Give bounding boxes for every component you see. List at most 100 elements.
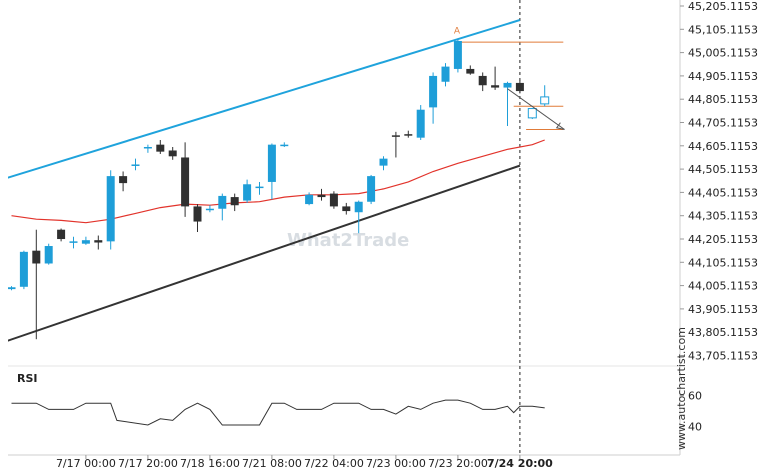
x-axis: 7/17 00:00 7/17 20:00 7/18 16:00 7/21 08:00… [8,454,680,470]
candle [441,63,450,87]
candle [193,204,202,233]
y-axis: 45,205.1153 45,105.1153 45,005.1153 44,905.… [680,0,758,363]
candles [8,38,549,340]
x-tick-label: 7/17 00:00 [56,457,116,470]
candle [404,130,413,138]
candle-body [267,144,276,182]
candle-body [478,75,487,86]
y-tick-label: 43,705.1153 [688,350,758,363]
candle [32,229,41,340]
candle [243,179,252,203]
candle [416,105,425,141]
candle [131,158,140,171]
candle [329,191,338,209]
candle [379,156,388,171]
candle [205,205,214,213]
y-tick-label: 44,205.1153 [688,233,758,246]
upper-channel-line [8,19,521,179]
candle-body [367,176,376,202]
candle [503,81,512,127]
candle [230,193,239,212]
forecast-arrow-head [555,122,565,130]
candle-body [8,287,16,290]
candle-body [404,134,413,136]
y-tick-label: 43,905.1153 [688,303,758,316]
rsi-tick-label: 60 [688,389,702,402]
candle-body [416,109,425,138]
lower-channel-line [8,164,521,342]
y-tick-label: 45,205.1153 [688,0,758,13]
candle [69,236,78,249]
y-tick-label: 45,105.1153 [688,23,758,36]
candle-body [503,82,512,88]
candle-body [181,157,190,207]
candle [491,66,500,90]
candle-body [69,241,78,243]
candle [429,72,438,124]
candle-body [280,144,289,147]
candle [168,146,177,160]
y-tick-label: 44,905.1153 [688,70,758,83]
x-tick-label: 7/23 20:00 [428,457,488,470]
candle [367,174,376,205]
candle-body [305,194,314,205]
candle-body [119,176,128,184]
candle-body [342,206,351,212]
candle [391,131,400,158]
candle-body [205,208,214,211]
candle [267,143,276,200]
pattern-label: A [454,26,461,36]
candle [354,200,363,234]
candle [81,236,90,245]
ma-line [11,139,545,224]
forecast-candle-outline [540,96,550,105]
x-tick-label: 7/21 08:00 [242,457,302,470]
credit-text: www.autochartist.com [675,327,688,450]
y-tick-label: 44,705.1153 [688,117,758,130]
candle [19,250,28,290]
candle-body [218,195,227,209]
candle-body [131,164,140,166]
rsi-tick-label: 40 [688,421,702,434]
candle-body [143,146,152,149]
candle-body [106,176,115,242]
forecast-arrow-line [507,88,565,130]
candle-body [453,40,462,69]
rsi-title: RSI [17,372,38,385]
candle-body [156,144,165,152]
x-tick-label: 7/22 04:00 [304,457,364,470]
rsi-line [11,399,545,426]
watermark-text: What2Trade [287,230,409,251]
candle-body [429,75,438,108]
candle [218,193,227,221]
y-tick-label: 44,605.1153 [688,140,758,153]
candle [305,192,314,206]
y-tick-label: 44,005.1153 [688,280,758,293]
candle-body [168,150,177,157]
candle [478,72,487,92]
candle-body [193,206,202,222]
candle-body [317,194,326,198]
candle [106,170,115,250]
candle-body [255,186,264,189]
x-tick-label: 7/17 20:00 [118,457,178,470]
candle-body [57,229,66,240]
candle [119,171,128,192]
y-tick-label: 44,505.1153 [688,163,758,176]
candle-body [44,246,53,264]
candle [57,228,66,242]
candle-body [329,193,338,207]
y-tick-label: 44,305.1153 [688,210,758,223]
candle-body [441,66,450,82]
x-tick-label: 7/18 16:00 [180,457,240,470]
candle-body [491,85,500,88]
candle-body [354,201,363,213]
x-tick-label: 7/24 20:00 [487,457,553,470]
candle [317,188,326,201]
candle-body [19,251,28,287]
forecast-candle-outline [527,108,537,119]
candle [156,140,165,154]
y-tick-label: 43,805.1153 [688,326,758,339]
y-tick-label: 44,805.1153 [688,93,758,106]
candle [181,142,190,217]
